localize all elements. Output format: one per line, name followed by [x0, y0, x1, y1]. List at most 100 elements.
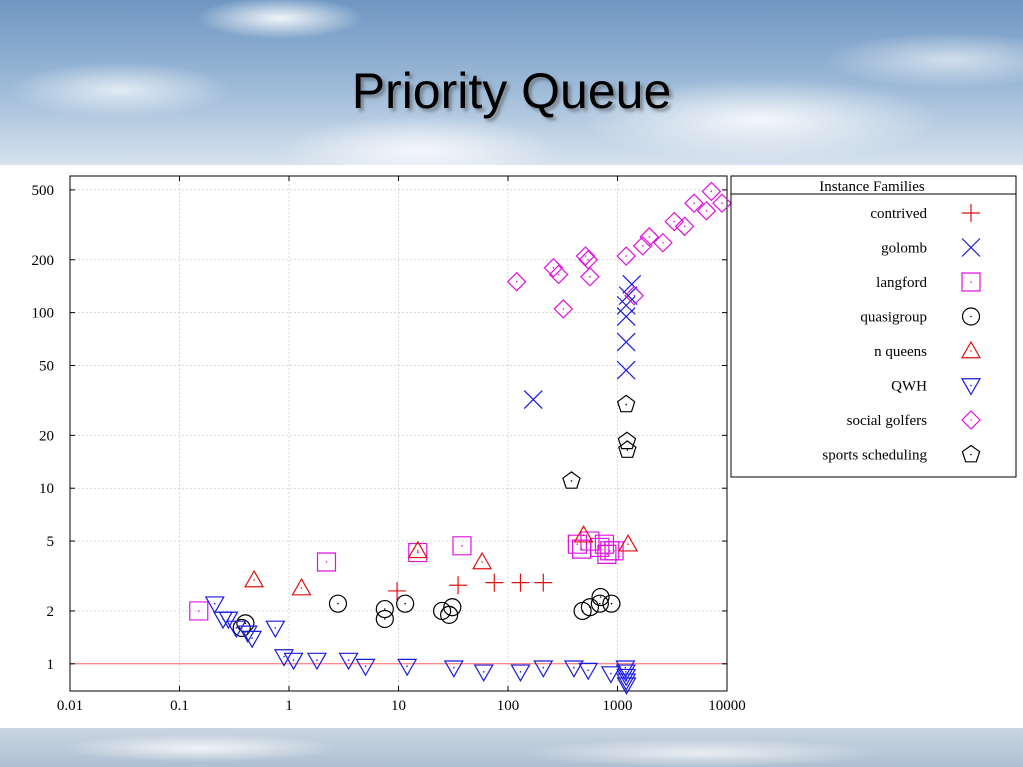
point-QWH [473, 664, 494, 683]
y-tick-label: 20 [39, 428, 54, 444]
x-tick-label: 0.1 [170, 698, 189, 714]
legend-marker-sports-scheduling [961, 444, 981, 463]
point-QWH-center-dot [625, 680, 627, 682]
legend-label-golomb: golomb [881, 241, 927, 257]
point-social-golfers-center-dot [683, 225, 686, 228]
point-QWH [273, 649, 295, 667]
point-langford [408, 542, 428, 563]
point-social-golfers-center-dot [693, 202, 695, 204]
sky-background-bottom [0, 728, 1023, 767]
point-social-golfers [575, 246, 596, 266]
point-QWH [615, 664, 636, 683]
point-quasigroup-center-dot [404, 602, 406, 605]
legend-marker-QWH-center-dot [970, 384, 972, 387]
point-social-golfers [674, 216, 695, 237]
point-QWH [218, 611, 239, 630]
legend-marker-quasigroup-center-dot [970, 315, 972, 318]
point-quasigroup [443, 598, 462, 617]
y-tick-label: 10 [39, 481, 54, 497]
legend-label-langford: langford [876, 275, 927, 291]
point-QWH-center-dot [406, 665, 408, 667]
point-social-golfers-center-dot [721, 202, 723, 204]
point-quasigroup [375, 599, 394, 619]
point-quasigroup [440, 605, 459, 624]
point-QWH [237, 625, 258, 644]
legend-label-sports-scheduling: sports scheduling [822, 448, 927, 464]
y-tick-label: 5 [47, 534, 55, 550]
point-social-golfers [548, 264, 569, 285]
point-n-queens [407, 540, 428, 559]
point-QWH [533, 660, 554, 678]
point-langford-center-dot [606, 553, 608, 556]
point-langford [189, 601, 209, 621]
point-social-golfers-center-dot [589, 275, 591, 278]
point-quasigroup-center-dot [384, 618, 386, 620]
point-QWH [443, 660, 464, 678]
point-golomb [616, 360, 636, 380]
point-n-queens-center-dot [582, 534, 585, 537]
x-tick-label: 10 [391, 698, 406, 714]
sky-background-top [0, 0, 1023, 165]
legend-label-QWH: QWH [891, 379, 927, 395]
point-QWH-center-dot [292, 659, 295, 661]
point-langford-center-dot [197, 610, 200, 612]
point-QWH-center-dot [624, 671, 627, 673]
point-social-golfers [684, 193, 704, 214]
point-QWH [616, 673, 637, 692]
point-n-queens-center-dot [416, 550, 419, 552]
y-tick-label: 1 [47, 657, 55, 673]
legend-title: Instance Families [819, 179, 925, 195]
point-QWH-center-dot [364, 665, 367, 667]
y-tick-label: 200 [32, 253, 55, 269]
point-quasigroup-center-dot [599, 602, 601, 605]
point-sports-scheduling [562, 471, 581, 489]
point-n-queens-center-dot [300, 587, 303, 589]
point-langford-center-dot [416, 551, 419, 554]
legend-marker-golomb [961, 238, 981, 257]
point-QWH [265, 620, 286, 639]
point-social-golfers [664, 211, 685, 232]
point-QWH-center-dot [316, 659, 318, 661]
point-sports-scheduling [616, 394, 636, 413]
point-social-golfers-center-dot [648, 236, 651, 238]
point-langford-center-dot [608, 550, 611, 552]
point-sports-scheduling-center-dot [625, 403, 627, 406]
point-n-queens [244, 569, 265, 588]
x-tick-label: 1000 [603, 698, 633, 714]
point-quasigroup [328, 594, 348, 613]
point-social-golfers-center-dot [705, 210, 708, 212]
point-QWH [615, 660, 636, 678]
point-langford-center-dot [461, 544, 463, 547]
point-langford [316, 552, 337, 572]
point-contrived [485, 573, 504, 592]
point-social-golfers [616, 246, 637, 266]
point-golomb [616, 295, 636, 315]
point-QWH-center-dot [453, 666, 455, 669]
point-langford [604, 541, 624, 561]
y-tick-label: 2 [47, 604, 55, 620]
point-social-golfers [639, 227, 660, 247]
point-QWH-center-dot [625, 675, 627, 677]
point-langford [590, 537, 610, 558]
point-QWH-center-dot [274, 627, 277, 629]
y-tick-label: 50 [39, 358, 54, 374]
point-quasigroup [580, 598, 600, 617]
point-contrived [388, 581, 407, 600]
point-social-golfers-center-dot [562, 308, 565, 310]
point-QWH-center-dot [610, 672, 612, 675]
point-sports-scheduling-center-dot [570, 480, 573, 482]
point-n-queens [291, 577, 312, 596]
point-golomb [523, 390, 543, 409]
y-tick-label: 500 [32, 183, 55, 199]
point-QWH [578, 662, 599, 681]
point-quasigroup-center-dot [589, 606, 591, 609]
point-social-golfers-center-dot [587, 258, 589, 261]
point-langford [452, 536, 472, 556]
point-QWH-center-dot [251, 637, 253, 639]
point-quasigroup [396, 594, 415, 613]
point-social-golfers [624, 285, 645, 306]
point-langford-center-dot [325, 561, 328, 563]
legend-label-quasigroup: quasigroup [860, 310, 927, 326]
point-social-golfers [653, 232, 673, 253]
point-sports-scheduling [618, 440, 637, 458]
